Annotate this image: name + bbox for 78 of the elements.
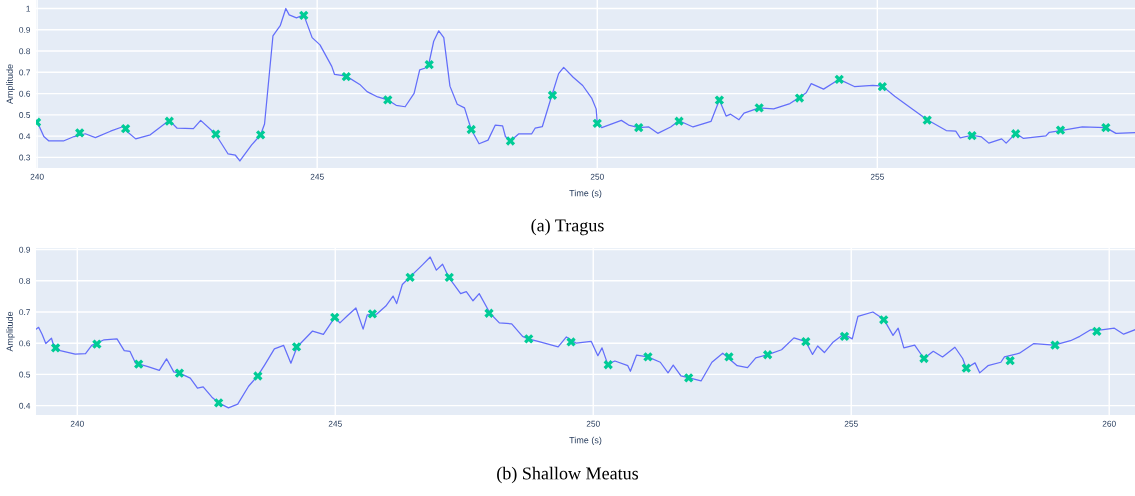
point	[967, 131, 977, 141]
point	[524, 334, 534, 344]
point	[134, 359, 144, 369]
point	[566, 337, 576, 347]
point	[211, 129, 221, 139]
x-tick-label: 250	[586, 420, 600, 427]
y-tick-label: 0.4	[19, 133, 31, 140]
point	[405, 272, 415, 282]
x-tick-label: 240	[70, 420, 84, 427]
y-tick-label: 0.7	[19, 309, 31, 316]
point	[961, 363, 971, 373]
point	[92, 339, 102, 349]
point	[253, 371, 263, 381]
point	[754, 103, 764, 113]
point	[444, 272, 454, 282]
point	[75, 128, 85, 138]
point	[603, 360, 613, 370]
x-tick-label: 255	[870, 173, 884, 180]
point	[164, 116, 174, 126]
y-tick-label: 0.6	[19, 90, 31, 97]
point	[834, 74, 844, 84]
text: (a) Tragus	[531, 218, 604, 236]
point	[877, 81, 888, 92]
y-tick-label: 0.8	[19, 48, 31, 55]
line-series	[36, 7, 1135, 162]
point	[724, 352, 734, 362]
x-axis-title: Time (s)	[569, 436, 602, 446]
point	[547, 90, 558, 100]
y-axis-title: Amplitude	[6, 311, 15, 352]
x-axis-title: Time (s)	[569, 189, 602, 199]
point	[643, 352, 653, 362]
point	[174, 368, 185, 378]
text: (b) Shallow Meatus	[497, 466, 639, 484]
y-tick-label: 0.7	[19, 69, 31, 76]
y-tick-label: 0.3	[19, 154, 31, 161]
point	[1101, 122, 1111, 133]
point	[330, 312, 340, 322]
point	[383, 95, 393, 105]
point	[879, 315, 889, 325]
point	[674, 116, 684, 126]
y-axis-title: Amplitude	[6, 64, 15, 105]
point	[592, 118, 602, 128]
y-tick-label: 0.5	[19, 112, 31, 118]
point	[634, 122, 644, 133]
point	[484, 308, 494, 318]
point	[1050, 340, 1060, 350]
x-tick-label: 260	[1102, 420, 1116, 427]
point	[762, 350, 773, 360]
line-series	[36, 256, 1135, 409]
point	[714, 95, 725, 105]
point	[424, 59, 434, 70]
point	[341, 71, 351, 82]
point	[50, 343, 61, 353]
y-tick-label: 0.6	[19, 340, 31, 347]
point	[299, 10, 309, 20]
y-tick-label: 0.9	[19, 26, 31, 33]
x-tick-label: 240	[30, 173, 44, 180]
point	[1005, 356, 1015, 366]
y-tick-label: 0.9	[19, 246, 31, 253]
point	[1092, 326, 1102, 336]
point	[255, 130, 266, 140]
x-tick-label: 245	[328, 420, 342, 427]
point	[466, 124, 476, 135]
point	[839, 331, 850, 341]
point	[922, 115, 932, 125]
point	[120, 124, 131, 134]
point	[684, 373, 694, 383]
x-tick-label: 245	[310, 173, 324, 180]
point	[1011, 129, 1021, 139]
x-tick-label: 250	[590, 173, 604, 180]
y-tick-label: 0.8	[19, 277, 31, 284]
point	[213, 398, 224, 408]
y-tick-label: 0.5	[19, 371, 31, 378]
x-tick-label: 255	[844, 420, 858, 427]
y-tick-label: 0.4	[19, 402, 31, 409]
point	[367, 309, 378, 319]
y-tick-label: 1	[26, 5, 31, 12]
point	[801, 336, 811, 347]
